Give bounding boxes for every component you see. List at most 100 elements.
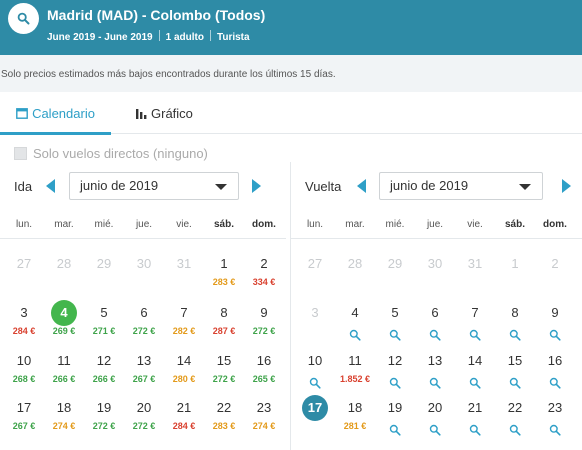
calendar-day[interactable]: 9 [535, 305, 575, 353]
search-price-icon[interactable] [429, 328, 441, 346]
search-price-icon[interactable] [509, 376, 521, 394]
outbound-month-select[interactable]: junio de 2019 [69, 172, 239, 200]
search-price-icon[interactable] [469, 376, 481, 394]
day-number: 19 [387, 400, 403, 415]
return-month-select[interactable]: junio de 2019 [379, 172, 543, 200]
return-prev-month-arrow[interactable] [357, 179, 366, 193]
calendar-day[interactable]: 8 287 € [204, 305, 244, 353]
calendar-day[interactable]: 12 [375, 353, 415, 401]
calendar-day[interactable]: 16 [535, 353, 575, 401]
search-price-icon[interactable] [469, 423, 481, 441]
return-month-value: junio de 2019 [390, 178, 469, 193]
day-number: 27 [307, 256, 323, 271]
calendar-day[interactable]: 15 272 € [204, 353, 244, 401]
search-price-icon[interactable] [389, 328, 401, 346]
calendar-day[interactable]: 19 [375, 400, 415, 448]
search-price-icon[interactable] [389, 423, 401, 441]
tab-calendar[interactable]: Calendario [0, 92, 111, 135]
calendar-day[interactable]: 21 284 € [164, 400, 204, 448]
calendar-day[interactable]: 13 [415, 353, 455, 401]
calendar-day[interactable]: 2 334 € [244, 256, 284, 304]
search-price-icon[interactable] [349, 328, 361, 346]
day-number: 15 [216, 353, 232, 368]
outbound-next-month-arrow[interactable] [252, 179, 261, 193]
calendar-day: 3 [295, 305, 335, 353]
selected-day-number: 4 [51, 300, 77, 326]
calendar-day[interactable]: 8 [495, 305, 535, 353]
weekday-label: lun. [15, 219, 33, 230]
calendar-day[interactable]: 10 [295, 353, 335, 401]
passenger-count: 1 adulto [165, 32, 204, 43]
calendar-day[interactable]: 14 280 € [164, 353, 204, 401]
calendar-day[interactable]: 6 [415, 305, 455, 353]
return-next-month-arrow[interactable] [562, 179, 571, 193]
day-price: 274 € [52, 421, 76, 431]
calendar-day[interactable]: 11 1.852 € [335, 353, 375, 401]
search-price-icon[interactable] [469, 328, 481, 346]
calendar-day[interactable]: 17 267 € [4, 400, 44, 448]
search-price-icon[interactable] [549, 423, 561, 441]
calendar-day[interactable]: 20 [415, 400, 455, 448]
tab-chart[interactable]: Gráfico [136, 92, 193, 134]
calendar-day[interactable]: 4 [335, 305, 375, 353]
calendar-day[interactable]: 13 267 € [124, 353, 164, 401]
day-price: 267 € [132, 374, 156, 384]
search-price-icon[interactable] [509, 423, 521, 441]
calendar-day[interactable]: 20 272 € [124, 400, 164, 448]
search-price-icon[interactable] [389, 376, 401, 394]
calendar-day[interactable]: 19 272 € [84, 400, 124, 448]
search-price-icon[interactable] [549, 376, 561, 394]
search-price-icon[interactable] [549, 328, 561, 346]
calendar-day[interactable]: 18 281 € [335, 400, 375, 448]
calendar-day[interactable]: 16 265 € [244, 353, 284, 401]
day-number: 11 [57, 353, 71, 368]
search-price-icon[interactable] [309, 376, 321, 394]
search-price-icon[interactable] [429, 423, 441, 441]
day-number: 6 [431, 305, 439, 320]
calendar-day[interactable]: 4 269 € [44, 300, 84, 353]
calendar-day[interactable]: 12 266 € [84, 353, 124, 401]
calendar-day[interactable]: 23 274 € [244, 400, 284, 448]
calendar-day[interactable]: 7 282 € [164, 305, 204, 353]
calendar-day[interactable]: 5 [375, 305, 415, 353]
day-number: 3 [311, 305, 319, 320]
calendar-divider [290, 162, 291, 450]
search-price-icon[interactable] [509, 328, 521, 346]
price-notice: Solo precios estimados más bajos encontr… [1, 69, 336, 80]
calendar-day[interactable]: 3 284 € [4, 305, 44, 353]
calendar-day[interactable]: 10 268 € [4, 353, 44, 401]
calendar-day[interactable]: 15 [495, 353, 535, 401]
search-button[interactable] [8, 3, 39, 34]
calendar-day[interactable]: 1 283 € [204, 256, 244, 304]
calendar-day[interactable]: 5 271 € [84, 305, 124, 353]
day-number: 9 [260, 305, 268, 320]
day-number: 22 [507, 400, 523, 415]
weekday-label: vie. [467, 219, 483, 230]
search-price-icon[interactable] [429, 376, 441, 394]
calendar-day: 30 [415, 256, 455, 304]
calendar-day[interactable]: 22 283 € [204, 400, 244, 448]
day-price: 282 € [172, 326, 196, 336]
calendar-day[interactable]: 22 [495, 400, 535, 448]
day-number: 28 [56, 256, 72, 271]
calendar-day[interactable]: 11 266 € [44, 353, 84, 401]
calendar-day[interactable]: 18 274 € [44, 400, 84, 448]
direct-flights-filter[interactable]: Solo vuelos directos (ninguno) [14, 146, 208, 161]
day-number: 17 [16, 400, 32, 415]
divider [209, 30, 211, 41]
calendar-day: 31 [164, 256, 204, 304]
calendar-day: 28 [335, 256, 375, 304]
calendar-day[interactable]: 6 272 € [124, 305, 164, 353]
calendar-day[interactable]: 7 [455, 305, 495, 353]
day-number: 11 [348, 353, 362, 368]
day-price: 284 € [172, 421, 196, 431]
calendar-day[interactable]: 23 [535, 400, 575, 448]
outbound-prev-month-arrow[interactable] [46, 179, 55, 193]
calendar-day[interactable]: 17 [295, 395, 335, 448]
calendar-day[interactable]: 14 [455, 353, 495, 401]
cabin-class: Turista [216, 32, 250, 43]
direct-flights-checkbox[interactable] [14, 147, 27, 160]
calendar-day[interactable]: 21 [455, 400, 495, 448]
calendar-day[interactable]: 9 272 € [244, 305, 284, 353]
day-number: 21 [467, 400, 483, 415]
